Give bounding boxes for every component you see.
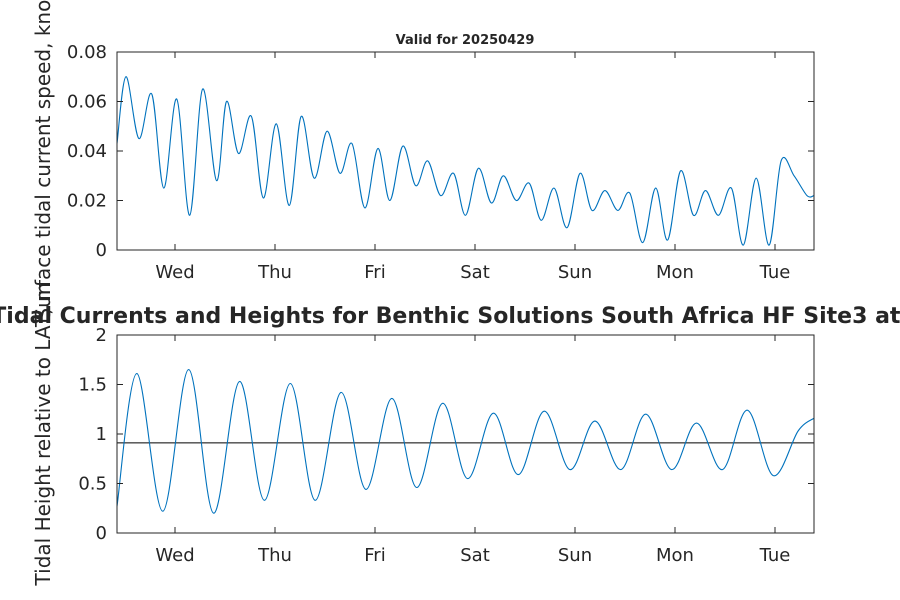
current-speed-plot-area bbox=[116, 76, 815, 246]
x-tick-label: Tue bbox=[759, 545, 791, 566]
y-tick-label: 0.06 bbox=[67, 92, 107, 113]
y-tick-label: 0.08 bbox=[67, 42, 107, 63]
current-speed-x-ticks: Wed Thu Fri Sat Sun Mon Tue bbox=[155, 52, 790, 283]
x-tick-label: Thu bbox=[257, 262, 292, 283]
tidal-height-y-ticks: 0 0.5 1 1.5 2 bbox=[78, 325, 814, 544]
series-line bbox=[116, 76, 815, 246]
tidal-height-plot-area bbox=[116, 369, 815, 514]
y-tick-label: 0 bbox=[96, 240, 107, 261]
chart-subtitle: Valid for 20250429 bbox=[396, 33, 535, 48]
x-tick-label: Fri bbox=[364, 545, 385, 566]
y-tick-label: 1 bbox=[96, 424, 107, 445]
y-tick-label: 0.04 bbox=[67, 141, 107, 162]
main-title: Tidal Currents and Heights for Benthic S… bbox=[0, 304, 900, 329]
x-tick-label: Sun bbox=[558, 262, 592, 283]
tidal-height-x-ticks: Wed Thu Fri Sat Sun Mon Tue bbox=[155, 335, 790, 566]
x-tick-label: Mon bbox=[656, 545, 694, 566]
y-tick-label: 0.02 bbox=[67, 191, 107, 212]
y-tick-label: 1.5 bbox=[78, 375, 107, 396]
tidal-height-chart: 0 0.5 1 1.5 2 Wed Thu Fri Sat Sun Mon Tue Tidal He… bbox=[31, 283, 815, 587]
y-tick-label: 0 bbox=[96, 523, 107, 544]
series-line bbox=[116, 369, 815, 514]
x-tick-label: Mon bbox=[656, 262, 694, 283]
current-speed-y-axis-label: Surface tidal current speed, knots bbox=[31, 0, 55, 321]
x-tick-label: Sat bbox=[460, 262, 490, 283]
x-tick-label: Thu bbox=[257, 545, 292, 566]
y-tick-label: 0.5 bbox=[78, 474, 107, 495]
x-tick-label: Tue bbox=[759, 262, 791, 283]
current-speed-y-ticks: 0 0.02 0.04 0.06 0.08 bbox=[67, 42, 814, 261]
tidal-height-axes-box bbox=[116, 334, 815, 534]
x-tick-label: Sun bbox=[558, 545, 592, 566]
x-tick-label: Sat bbox=[460, 545, 490, 566]
tidal-height-y-axis-label: Tidal Height relative to LAT, m bbox=[31, 283, 55, 587]
x-tick-label: Wed bbox=[155, 262, 194, 283]
x-tick-label: Fri bbox=[364, 262, 385, 283]
current-speed-chart: Valid for 20250429 0 0.02 0.04 0.06 0.08 Wed… bbox=[31, 0, 815, 321]
x-tick-label: Wed bbox=[155, 545, 194, 566]
y-tick-label: 2 bbox=[96, 325, 107, 346]
